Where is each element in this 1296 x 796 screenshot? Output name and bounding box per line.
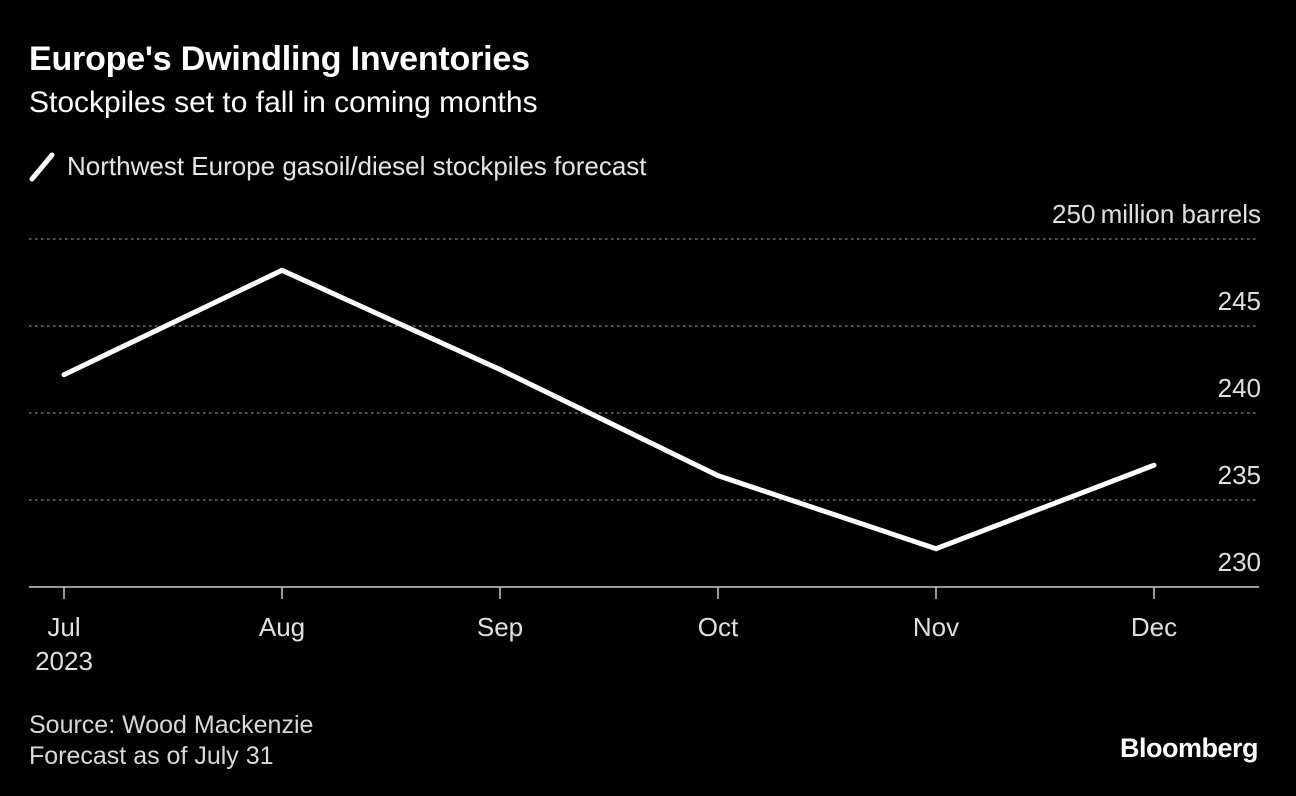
x-tick-label-aug: Aug <box>259 612 305 642</box>
x-tick-label-dec: Dec <box>1131 612 1177 642</box>
legend-line-icon <box>29 148 55 184</box>
x-tick-label-sep: Sep <box>477 612 523 642</box>
footer: Source: Wood Mackenzie Forecast as of Ju… <box>29 710 313 772</box>
x-sublabel-year: 2023 <box>35 646 93 676</box>
x-tick-label-oct: Oct <box>698 612 739 642</box>
bloomberg-logo: Bloomberg <box>1119 733 1259 763</box>
y-tick-label-245: 245 <box>1218 286 1261 316</box>
chart-title: Europe's Dwindling Inventories <box>29 40 530 78</box>
data-point-jul <box>61 372 67 378</box>
y-tick-label-230: 230 <box>1218 547 1261 577</box>
chart-subtitle: Stockpiles set to fall in coming months <box>29 86 538 119</box>
source-note: Source: Wood Mackenzie <box>29 711 314 739</box>
gridlines <box>29 238 1259 501</box>
series-line-0 <box>62 267 1155 552</box>
data-point-dec <box>1151 462 1157 468</box>
y-axis-ticks: 230 235 240 245 250 million barrels <box>1052 199 1261 577</box>
y-tick-label-235: 235 <box>1218 460 1261 490</box>
x-axis: Jul 2023 Aug Sep Oct Nov Dec <box>29 586 1259 676</box>
series-layer <box>61 267 1157 552</box>
y-tick-label-240: 240 <box>1218 373 1261 403</box>
y-tick-label-250: 250 million barrels <box>1052 199 1261 229</box>
data-point-nov <box>933 546 939 552</box>
data-point-sep <box>497 367 503 372</box>
data-point-oct <box>715 473 721 479</box>
legend: Northwest Europe gasoil/diesel stockpile… <box>29 148 647 184</box>
legend-label: Northwest Europe gasoil/diesel stockpile… <box>67 150 647 181</box>
x-tick-label-nov: Nov <box>913 612 959 642</box>
x-tick-label-jul: Jul <box>47 612 80 642</box>
data-point-aug <box>279 267 285 273</box>
forecast-note: Forecast as of July 31 <box>29 742 274 770</box>
